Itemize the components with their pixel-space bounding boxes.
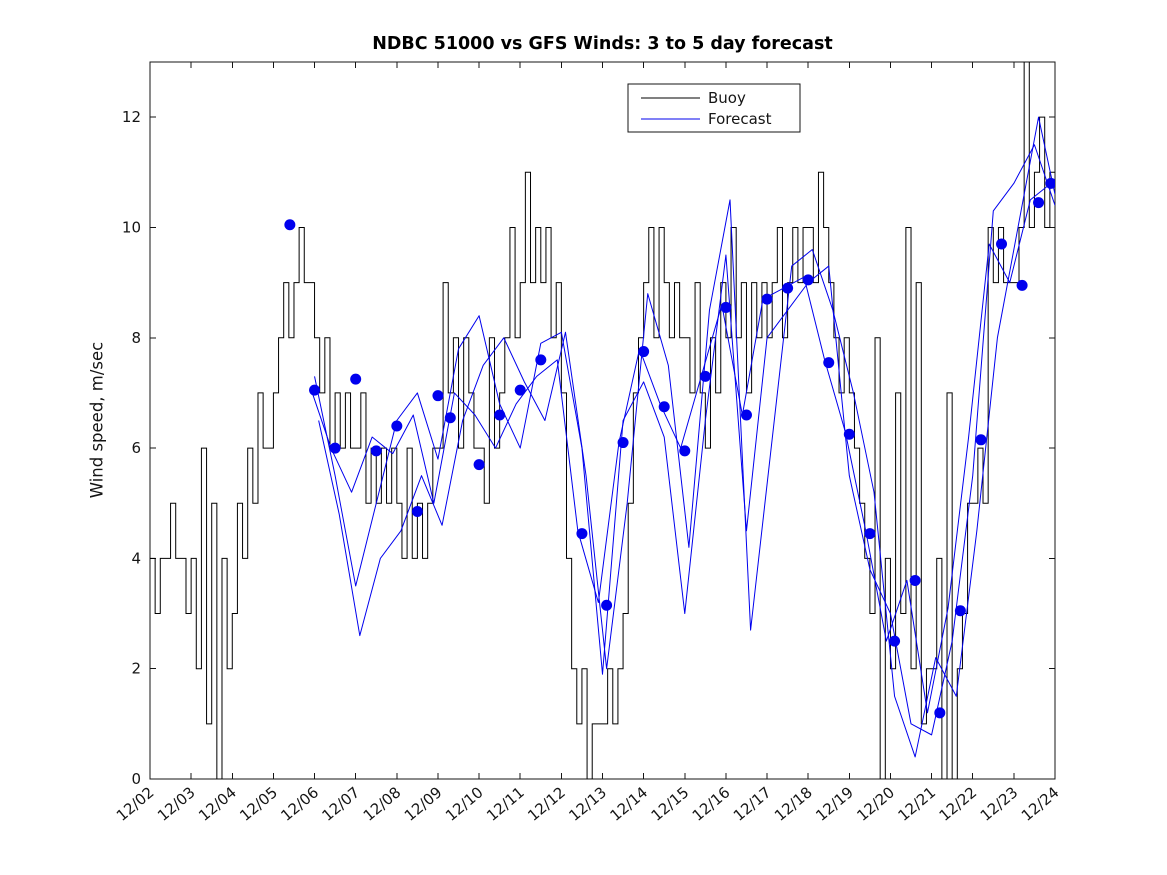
- forecast-marker: [782, 282, 794, 294]
- forecast-marker: [350, 373, 362, 385]
- y-tick-label: 8: [131, 329, 141, 347]
- forecast-marker: [889, 635, 901, 647]
- x-tick-label: 12/18: [771, 783, 816, 825]
- y-axis-ticks: [150, 116, 1055, 780]
- x-tick-label: 12/16: [689, 783, 734, 825]
- x-tick-label: 12/14: [607, 783, 652, 825]
- x-tick-label: 12/11: [483, 783, 528, 825]
- x-tick-label: 12/24: [1018, 783, 1063, 825]
- x-tick-label: 12/03: [154, 783, 199, 825]
- forecast-marker: [1045, 177, 1055, 189]
- forecast-marker: [576, 528, 588, 540]
- forecast-marker: [391, 420, 403, 432]
- forecast-marker: [720, 301, 732, 313]
- x-tick-label: 12/20: [853, 783, 898, 825]
- forecast-marker: [370, 445, 382, 457]
- forecast-marker: [679, 445, 691, 457]
- x-tick-label: 12/07: [319, 783, 364, 825]
- forecast-marker: [761, 293, 773, 305]
- forecast-marker: [843, 428, 855, 440]
- forecast-marker: [444, 412, 456, 424]
- legend-label: Forecast: [708, 110, 772, 128]
- legend-box: [627, 83, 801, 133]
- y-axis-label: Wind speed, m/sec: [87, 341, 107, 499]
- forecast-marker: [802, 274, 814, 286]
- x-axis-ticks: [149, 62, 1056, 779]
- forecast-marker: [1033, 197, 1045, 209]
- forecast-marker: [699, 370, 711, 382]
- forecast-series: [314, 144, 1055, 736]
- x-axis-labels: 12/0212/0312/0412/0512/0612/0712/0812/09…: [113, 783, 1063, 825]
- x-tick-label: 12/06: [277, 783, 322, 825]
- x-tick-label: 12/05: [236, 783, 281, 825]
- forecast-marker: [411, 506, 423, 518]
- x-tick-label: 12/22: [936, 783, 981, 825]
- forecast-marker: [934, 707, 946, 719]
- forecast-marker: [996, 238, 1008, 250]
- legend-label: Buoy: [708, 89, 746, 107]
- forecast-marker: [601, 599, 613, 611]
- y-axis-labels: 0 2 4 6 8 10 12: [122, 108, 141, 788]
- forecast-marker: [638, 346, 650, 358]
- forecast-marker: [309, 384, 321, 396]
- forecast-marker: [494, 409, 506, 421]
- x-tick-label: 12/19: [812, 783, 857, 825]
- series-layer: [150, 62, 1055, 779]
- x-tick-label: 12/10: [442, 783, 487, 825]
- x-tick-label: 12/23: [977, 783, 1022, 825]
- forecast-marker: [329, 442, 341, 454]
- forecast-markers: [284, 177, 1055, 719]
- buoy-series: [150, 62, 1055, 779]
- forecast-marker: [658, 401, 670, 413]
- y-tick-label: 12: [122, 108, 141, 126]
- y-tick-label: 10: [122, 218, 141, 236]
- forecast-series: [318, 116, 1055, 758]
- x-tick-label: 12/21: [894, 783, 939, 825]
- forecast-marker: [954, 605, 966, 617]
- forecast-marker: [864, 528, 876, 540]
- y-tick-label: 0: [131, 770, 141, 788]
- y-tick-label: 4: [131, 549, 141, 567]
- forecast-marker: [740, 409, 752, 421]
- forecast-marker: [975, 434, 987, 446]
- forecast-marker: [514, 384, 526, 396]
- legend: Buoy Forecast: [627, 83, 801, 133]
- forecast-marker: [617, 437, 629, 449]
- y-tick-label: 6: [131, 439, 141, 457]
- chart-title: NDBC 51000 vs GFS Winds: 3 to 5 day fore…: [372, 34, 833, 54]
- x-tick-label: 12/17: [730, 783, 775, 825]
- forecast-marker: [1016, 279, 1028, 291]
- forecast-marker: [432, 390, 444, 402]
- x-tick-label: 12/02: [113, 783, 158, 825]
- x-tick-label: 12/09: [401, 783, 446, 825]
- forecast-marker: [284, 219, 296, 231]
- x-tick-label: 12/15: [648, 783, 693, 825]
- forecast-marker: [823, 357, 835, 369]
- forecast-marker: [909, 574, 921, 586]
- forecast-marker: [535, 354, 547, 366]
- x-tick-label: 12/04: [195, 783, 240, 825]
- x-tick-label: 12/13: [565, 783, 610, 825]
- forecast-marker: [473, 459, 485, 471]
- x-tick-label: 12/08: [360, 783, 405, 825]
- x-tick-label: 12/12: [524, 783, 569, 825]
- y-tick-label: 2: [131, 660, 141, 678]
